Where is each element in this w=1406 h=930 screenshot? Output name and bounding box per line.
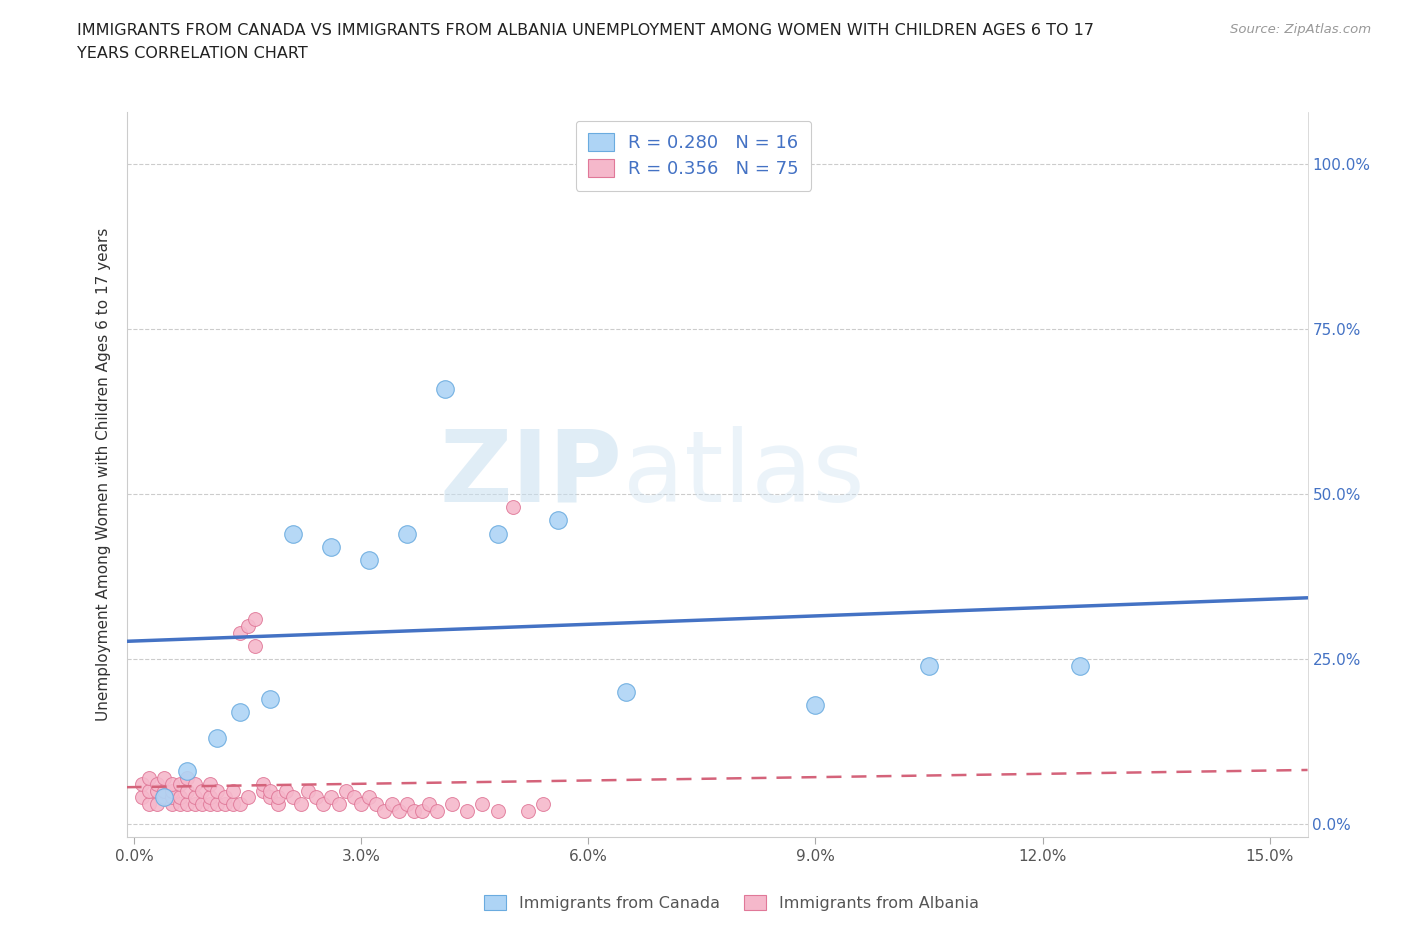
Point xyxy=(614,684,637,699)
Point xyxy=(274,783,297,798)
Point xyxy=(267,797,290,812)
Point xyxy=(918,658,941,673)
Point xyxy=(153,790,176,804)
Text: YEARS CORRELATION CHART: YEARS CORRELATION CHART xyxy=(77,46,308,61)
Point xyxy=(804,698,827,712)
Point xyxy=(441,797,464,812)
Point xyxy=(214,790,236,804)
Point xyxy=(131,777,153,791)
Point xyxy=(229,704,252,719)
Legend: Immigrants from Canada, Immigrants from Albania: Immigrants from Canada, Immigrants from … xyxy=(477,888,986,917)
Point xyxy=(418,797,440,812)
Point xyxy=(547,513,569,528)
Point xyxy=(328,797,350,812)
Point xyxy=(486,526,509,541)
Point xyxy=(236,790,259,804)
Text: IMMIGRANTS FROM CANADA VS IMMIGRANTS FROM ALBANIA UNEMPLOYMENT AMONG WOMEN WITH : IMMIGRANTS FROM CANADA VS IMMIGRANTS FRO… xyxy=(77,23,1094,38)
Point xyxy=(433,381,456,396)
Point xyxy=(214,797,236,812)
Point xyxy=(1069,658,1091,673)
Point xyxy=(198,790,221,804)
Point xyxy=(191,783,214,798)
Point xyxy=(267,790,290,804)
Point xyxy=(191,797,214,812)
Text: atlas: atlas xyxy=(623,426,865,523)
Point xyxy=(305,790,328,804)
Point xyxy=(146,783,169,798)
Point xyxy=(153,790,176,804)
Point xyxy=(160,777,183,791)
Point xyxy=(138,797,160,812)
Text: ZIP: ZIP xyxy=(440,426,623,523)
Point xyxy=(183,797,205,812)
Point xyxy=(198,797,221,812)
Point xyxy=(411,804,433,818)
Point xyxy=(281,790,304,804)
Point xyxy=(176,770,198,785)
Point xyxy=(138,770,160,785)
Point xyxy=(176,797,198,812)
Point xyxy=(456,804,478,818)
Point xyxy=(281,526,304,541)
Point xyxy=(176,764,198,778)
Point xyxy=(153,783,176,798)
Point xyxy=(319,539,342,554)
Point xyxy=(131,790,153,804)
Point xyxy=(221,783,243,798)
Point xyxy=(357,790,380,804)
Point xyxy=(146,797,169,812)
Point xyxy=(426,804,449,818)
Point xyxy=(350,797,373,812)
Point xyxy=(245,612,267,627)
Point xyxy=(183,777,205,791)
Point xyxy=(252,777,274,791)
Point xyxy=(388,804,411,818)
Point xyxy=(160,797,183,812)
Point xyxy=(471,797,494,812)
Point xyxy=(319,790,342,804)
Point xyxy=(169,790,191,804)
Point xyxy=(531,797,554,812)
Point xyxy=(183,790,205,804)
Point xyxy=(259,790,281,804)
Legend: R = 0.280   N = 16, R = 0.356   N = 75: R = 0.280 N = 16, R = 0.356 N = 75 xyxy=(575,121,811,191)
Point xyxy=(198,777,221,791)
Point xyxy=(502,499,524,514)
Point xyxy=(380,797,402,812)
Point xyxy=(343,790,366,804)
Point xyxy=(297,783,319,798)
Point xyxy=(395,526,418,541)
Point xyxy=(153,770,176,785)
Point xyxy=(259,691,281,706)
Point xyxy=(245,638,267,653)
Point xyxy=(516,804,538,818)
Point xyxy=(138,783,160,798)
Point xyxy=(335,783,357,798)
Point xyxy=(366,797,388,812)
Point xyxy=(207,731,229,746)
Point xyxy=(312,797,335,812)
Point xyxy=(486,804,509,818)
Point xyxy=(373,804,395,818)
Point xyxy=(207,783,229,798)
Point xyxy=(160,790,183,804)
Point xyxy=(404,804,426,818)
Point xyxy=(207,797,229,812)
Text: Source: ZipAtlas.com: Source: ZipAtlas.com xyxy=(1230,23,1371,36)
Point xyxy=(357,552,380,567)
Point xyxy=(160,783,183,798)
Point xyxy=(146,777,169,791)
Y-axis label: Unemployment Among Women with Children Ages 6 to 17 years: Unemployment Among Women with Children A… xyxy=(96,228,111,721)
Point xyxy=(229,625,252,640)
Point xyxy=(229,797,252,812)
Point xyxy=(169,777,191,791)
Point xyxy=(236,618,259,633)
Point xyxy=(169,797,191,812)
Point xyxy=(252,783,274,798)
Point xyxy=(259,783,281,798)
Point xyxy=(221,797,243,812)
Point xyxy=(395,797,418,812)
Point xyxy=(176,783,198,798)
Point xyxy=(290,797,312,812)
